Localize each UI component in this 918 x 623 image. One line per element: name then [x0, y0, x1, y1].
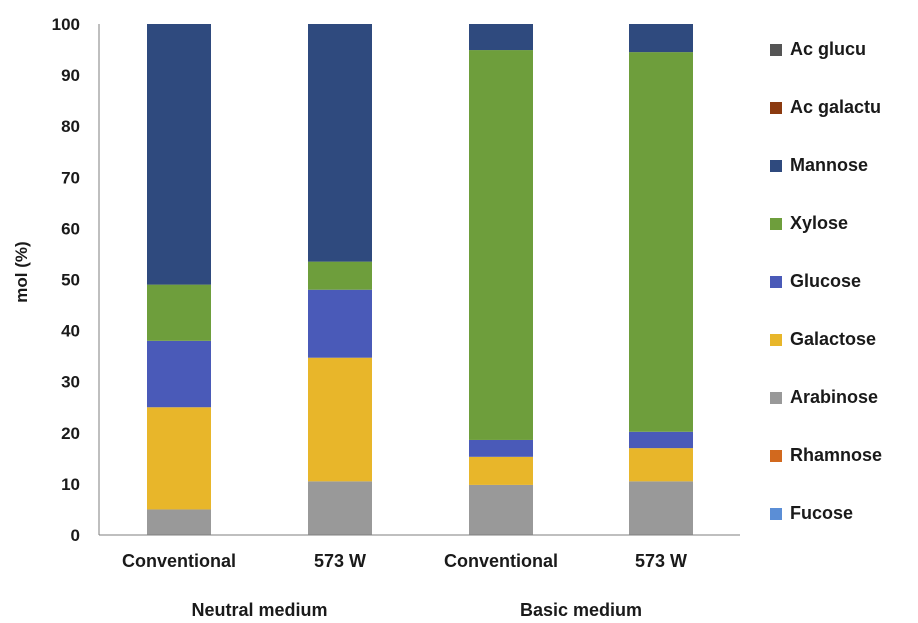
bar-segment-arabinose	[147, 509, 211, 535]
legend-label: Fucose	[790, 503, 853, 523]
bar-segment-galactose	[629, 448, 693, 482]
legend-swatch	[770, 334, 782, 346]
legend-label: Mannose	[790, 155, 868, 175]
bar-segment-galactose	[308, 357, 372, 482]
y-tick-label: 30	[61, 373, 80, 392]
legend-label: Xylose	[790, 213, 848, 233]
y-tick-label: 90	[61, 66, 80, 85]
bar-segment-arabinose	[308, 481, 372, 535]
legend-swatch	[770, 276, 782, 288]
bar-segment-mannose	[629, 24, 693, 53]
y-tick-label: 80	[61, 117, 80, 136]
group-label: Basic medium	[520, 600, 642, 620]
legend-label: Galactose	[790, 329, 876, 349]
y-tick-label: 0	[71, 526, 80, 545]
bar-segment-glucose	[308, 289, 372, 358]
x-tick-label: Conventional	[444, 551, 558, 571]
bar-segment-mannose	[308, 24, 372, 262]
y-tick-label: 70	[61, 168, 80, 187]
x-tick-label: 573 W	[314, 551, 366, 571]
bar-segment-xylose	[469, 50, 533, 440]
legend-swatch	[770, 160, 782, 172]
bar-segment-galactose	[147, 407, 211, 510]
y-tick-label: 20	[61, 424, 80, 443]
y-tick-label: 40	[61, 322, 80, 341]
bar-segment-xylose	[147, 284, 211, 341]
y-tick-label: 50	[61, 271, 80, 290]
legend-swatch	[770, 218, 782, 230]
legend-swatch	[770, 450, 782, 462]
legend-swatch	[770, 392, 782, 404]
bar-segment-glucose	[469, 439, 533, 457]
legend-swatch	[770, 44, 782, 56]
y-axis-title: mol (%)	[12, 241, 31, 302]
bar-segment-xylose	[629, 52, 693, 432]
bar-segment-mannose	[147, 24, 211, 285]
y-tick-label: 60	[61, 219, 80, 238]
bar-segment-glucose	[629, 431, 693, 449]
bar-segment-glucose	[147, 340, 211, 408]
y-tick-label: 100	[52, 15, 80, 34]
bar-segment-arabinose	[469, 484, 533, 535]
group-label: Neutral medium	[191, 600, 327, 620]
legend-label: Ac glucu	[790, 39, 866, 59]
bar-segment-mannose	[469, 24, 533, 51]
legend-swatch	[770, 508, 782, 520]
legend-label: Ac galactu	[790, 97, 881, 117]
legend-label: Rhamnose	[790, 445, 882, 465]
x-tick-label: Conventional	[122, 551, 236, 571]
legend-swatch	[770, 102, 782, 114]
bar-segment-arabinose	[629, 481, 693, 535]
x-tick-label: 573 W	[635, 551, 687, 571]
bar-segment-xylose	[308, 261, 372, 290]
y-tick-label: 10	[61, 475, 80, 494]
legend-label: Arabinose	[790, 387, 878, 407]
legend-label: Glucose	[790, 271, 861, 291]
bar-segment-galactose	[469, 456, 533, 485]
